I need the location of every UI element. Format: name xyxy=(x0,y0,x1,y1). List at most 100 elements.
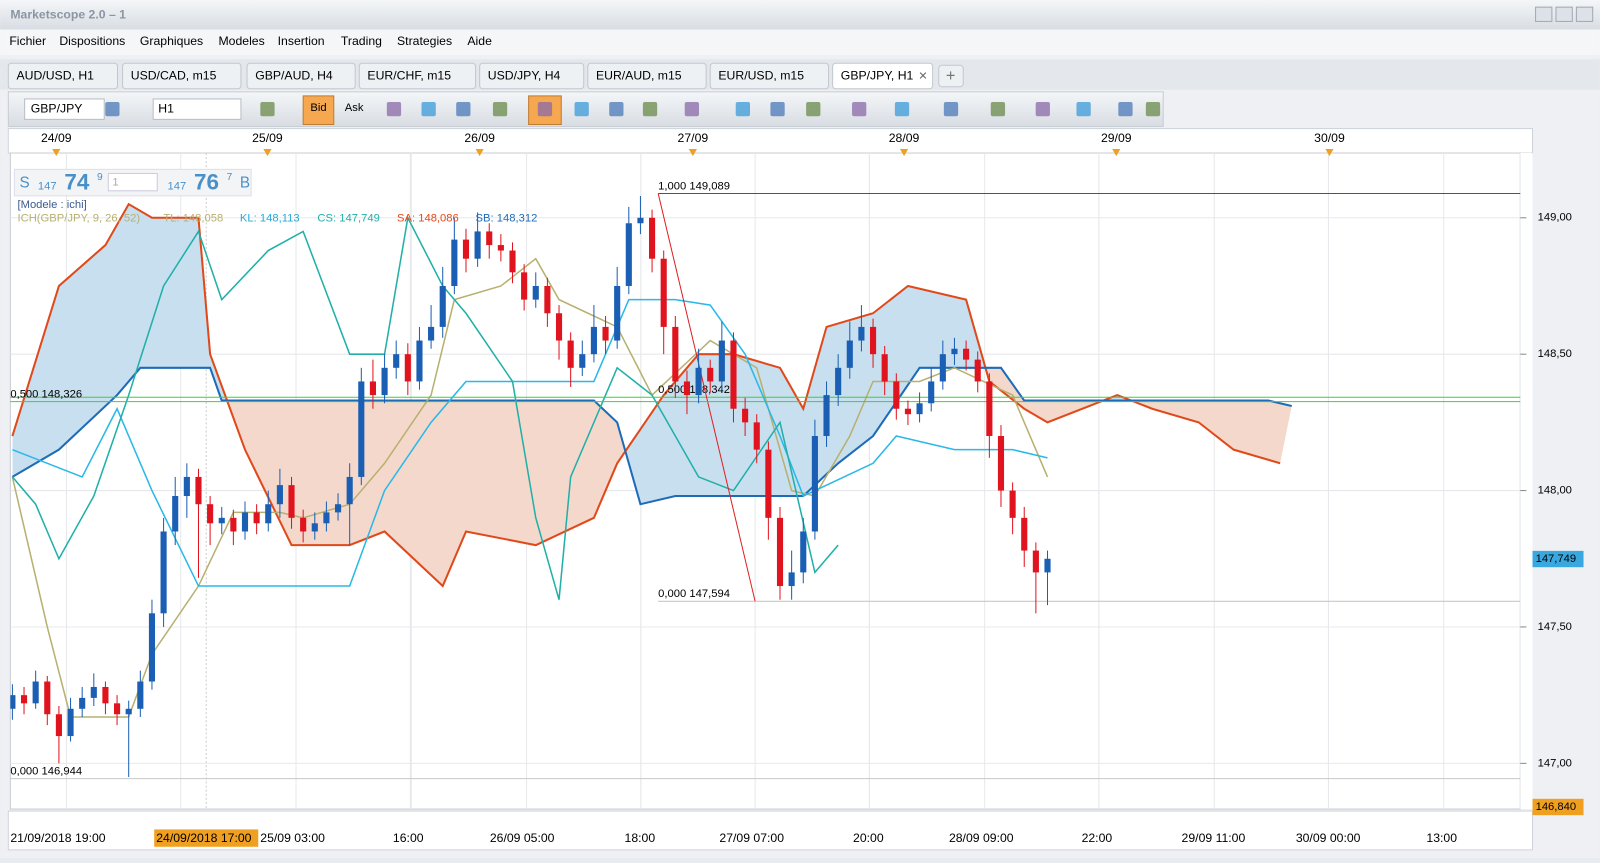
date-strip xyxy=(7,128,1534,154)
sell-big: 147 xyxy=(38,181,57,193)
candle-body xyxy=(986,381,993,437)
toolbar-icon[interactable] xyxy=(421,102,436,117)
tab-label: GBP/JPY, H1 xyxy=(841,69,914,83)
toolbar-icon[interactable] xyxy=(1145,102,1161,117)
candle-body xyxy=(776,517,784,587)
timeframe-combo[interactable] xyxy=(152,98,242,120)
date-marker xyxy=(1112,148,1121,157)
candle-body xyxy=(288,485,295,518)
fib-label: 0,500 148,342 xyxy=(658,384,730,396)
menu-item[interactable]: Graphiques xyxy=(140,34,203,48)
tab[interactable] xyxy=(122,62,242,90)
menu-item[interactable]: Insertion xyxy=(278,34,325,48)
tab[interactable] xyxy=(832,62,934,90)
candle-body xyxy=(567,340,574,368)
candle-body xyxy=(311,523,318,532)
candle-body xyxy=(637,217,644,224)
toolbar-icon[interactable] xyxy=(574,102,589,117)
candle-body xyxy=(160,531,167,614)
x-tick-label: 30/09 00:00 xyxy=(1296,831,1361,845)
menu-item[interactable]: Trading xyxy=(341,34,382,48)
bid-button[interactable] xyxy=(302,95,335,125)
toolbar-icon[interactable] xyxy=(260,102,275,117)
candle-body xyxy=(451,239,458,286)
time-axis xyxy=(7,810,1534,851)
y-tick-label: 148,00 xyxy=(1538,485,1572,497)
bid-label: Bid xyxy=(310,102,326,114)
candle-body xyxy=(858,326,865,341)
menu-item[interactable]: Strategies xyxy=(397,34,452,48)
candle-body xyxy=(590,326,597,355)
toolbar-icon[interactable] xyxy=(1076,102,1091,117)
date-header-label: 28/09 xyxy=(889,131,920,145)
toolbar-icon[interactable] xyxy=(735,102,751,117)
toolbar-icon[interactable] xyxy=(852,102,867,117)
candle-body xyxy=(544,285,551,314)
toolbar-icon[interactable] xyxy=(105,102,120,117)
candle-body xyxy=(195,476,202,505)
date-marker xyxy=(899,148,909,157)
y-tick-label: 148,50 xyxy=(1538,348,1572,360)
date-marker xyxy=(475,148,484,157)
toolbar-icon[interactable] xyxy=(990,102,1006,117)
toolbar-icon[interactable] xyxy=(642,102,658,117)
toolbar-icon[interactable] xyxy=(537,102,553,117)
candle-body xyxy=(137,681,144,709)
candle-body xyxy=(114,703,121,715)
toolbar-icon[interactable] xyxy=(1118,102,1133,117)
candle-body xyxy=(381,367,388,396)
menu-item[interactable]: Dispositions xyxy=(59,34,125,48)
indicator-name: ICH(GBP/JPY, 9, 26, 52) xyxy=(17,212,140,224)
toolbar-icon[interactable] xyxy=(770,102,785,117)
toolbar-icon[interactable] xyxy=(386,102,402,117)
candle-body xyxy=(823,395,830,437)
toolbar-icon[interactable] xyxy=(609,102,624,117)
x-tick-label: 13:00 xyxy=(1426,831,1457,845)
tab[interactable] xyxy=(7,62,118,90)
tab[interactable] xyxy=(246,62,356,90)
candle-body xyxy=(718,340,725,382)
menu-item[interactable]: Fichier xyxy=(9,34,46,48)
candle-body xyxy=(753,422,760,450)
candle-body xyxy=(800,531,807,573)
close-button[interactable] xyxy=(1575,6,1594,22)
toolbar-icon[interactable] xyxy=(684,102,699,117)
candle-body xyxy=(32,681,39,704)
candle-body xyxy=(497,245,504,251)
tab[interactable] xyxy=(479,62,585,90)
amount-input[interactable] xyxy=(107,172,158,192)
instrument-combo[interactable] xyxy=(24,98,105,120)
fib-label: 0,000 147,594 xyxy=(658,588,730,600)
toolbar-icon[interactable] xyxy=(492,102,508,117)
minimize-button[interactable] xyxy=(1535,6,1553,22)
candle-body xyxy=(44,681,51,715)
toolbar-icon[interactable] xyxy=(894,102,910,117)
tab-close[interactable]: ✕ xyxy=(918,70,927,82)
tab[interactable] xyxy=(358,62,477,90)
candle-body xyxy=(788,572,795,587)
menu-item[interactable]: Aide xyxy=(467,34,492,48)
toolbar-icon[interactable] xyxy=(456,102,471,117)
candle-body xyxy=(172,496,179,532)
menu-item[interactable]: Modeles xyxy=(218,34,264,48)
menu-bar xyxy=(0,29,1600,56)
toolbar-icon[interactable] xyxy=(806,102,821,117)
candle-body xyxy=(928,381,935,404)
x-tick-label: 28/09 09:00 xyxy=(949,831,1014,845)
tab[interactable] xyxy=(709,62,830,90)
candle-body xyxy=(183,476,190,497)
fib-label: 0,500 148,326 xyxy=(10,388,82,400)
candle-body xyxy=(904,408,911,415)
tab[interactable] xyxy=(587,62,707,90)
sell-pips: 74 xyxy=(64,170,89,195)
indicator-cs: CS: 147,749 xyxy=(317,212,379,224)
new-tab-button[interactable] xyxy=(938,64,964,88)
restore-button[interactable] xyxy=(1555,6,1573,22)
price-tag xyxy=(1532,550,1584,568)
toolbar-icon[interactable] xyxy=(1035,102,1050,117)
candle-body xyxy=(730,340,737,409)
date-header-label: 25/09 xyxy=(252,131,283,145)
toolbar-icon[interactable] xyxy=(943,102,959,117)
